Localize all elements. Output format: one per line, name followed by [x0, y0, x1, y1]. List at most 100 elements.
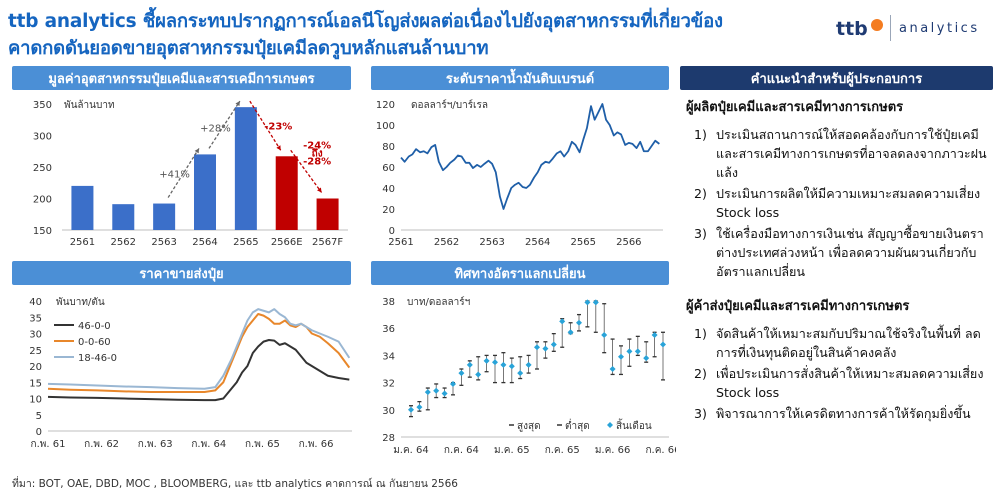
y-axis-label: บาท/ดอลลาร์ฯ	[407, 296, 470, 308]
rec-group1-item-number: 3)	[694, 226, 707, 241]
bar-2565	[234, 107, 257, 230]
legend-label: ต่ำสุด	[565, 418, 590, 432]
x-tick-label: ก.พ. 62	[84, 439, 119, 450]
y-tick-label: 250	[33, 163, 52, 174]
month-end-marker	[517, 370, 524, 377]
month-end-marker	[483, 357, 490, 364]
x-tick-label: ก.พ. 66	[299, 439, 334, 450]
month-end-marker	[634, 348, 641, 355]
y-tick-label: 36	[382, 324, 395, 335]
rec-group1-item-text: ใช้เครื่องมือทางการเงินเช่น สัญญาซื้อขาย…	[716, 226, 984, 279]
fertilizer-price-line-chart: 0 5 10 15 20 25 30 35 40 พันบาท/ตันก.พ. 61 ก.พ. 62…	[29, 297, 352, 450]
fertilizer-chart-header: ราคาขายส่งปุ๋ย	[12, 261, 351, 285]
y-tick-label: 40	[29, 297, 42, 308]
month-end-marker	[592, 299, 599, 306]
x-tick-label: 2566E	[271, 237, 303, 248]
rec-group2-item-text: จัดสินค้าให้เหมาะสมกับปริมาณใช้จริงในพื้…	[716, 326, 981, 360]
ttb-logo-icon: ttb	[836, 18, 883, 40]
month-end-marker	[651, 332, 658, 338]
x-tick-label: 2564	[192, 237, 217, 248]
y-axis-label: พันล้านบาท	[64, 99, 115, 111]
month-end-marker	[567, 329, 574, 336]
y-tick-label: 10	[29, 395, 42, 406]
month-end-marker	[441, 390, 448, 397]
month-end-marker	[416, 404, 423, 411]
y-tick-label: 0	[389, 226, 395, 237]
y-tick-label: 120	[376, 100, 395, 111]
month-end-marker	[534, 344, 540, 351]
bar-chart-header: มูลค่าอุตสาหกรรมปุ๋ยเคมีและสารเคมีการเกษ…	[12, 66, 351, 90]
month-end-marker	[601, 332, 608, 338]
decline-arrow-2566E-2567F	[290, 149, 323, 193]
y-tick-label: 15	[29, 378, 42, 389]
fx-chart-header: ทิศทางอัตราแลกเปลี่ยน	[371, 261, 669, 285]
x-tick-label: ม.ค. 64	[393, 445, 429, 456]
rec-group2-item-number: 1)	[694, 326, 707, 341]
month-end-marker	[475, 371, 482, 378]
month-end-marker	[643, 355, 650, 362]
month-end-marker	[584, 299, 591, 306]
month-end-marker	[559, 318, 566, 325]
y-axis-label: ดอลลาร์ฯ/บาร์เรล	[411, 99, 488, 111]
x-tick-label: 2563	[151, 237, 176, 248]
month-end-marker	[433, 387, 440, 394]
growth-arrow-2564-2565-head	[235, 101, 240, 107]
series-line-18-46-0	[47, 308, 351, 390]
decline-arrow-2566E-2567F-head	[317, 187, 322, 193]
rec-group2-item-3: 3) พิจารณาการให้เครดิตทางการค้าให้รัดกุมย…	[686, 404, 996, 423]
legend-label: 46-0-0	[78, 321, 111, 332]
bar-2567F	[316, 198, 339, 230]
growth-annotation: -24%	[303, 140, 331, 151]
month-end-marker	[525, 361, 532, 368]
month-end-marker	[618, 353, 624, 360]
month-end-marker	[500, 361, 507, 368]
legend-label: 18-46-0	[78, 353, 117, 364]
bar-2563	[153, 203, 176, 230]
x-tick-label: ก.ค. 65	[545, 445, 580, 456]
month-end-marker	[458, 370, 465, 377]
brent-oil-line-chart: 0 20 40 60 80 100 120 ดอลลาร์ฯ/บาร์เรล 2561 2562 2…	[376, 99, 663, 248]
y-tick-label: 150	[33, 226, 52, 237]
month-end-marker	[424, 389, 431, 396]
month-end-marker	[466, 361, 473, 368]
x-tick-label: ก.ค. 64	[444, 445, 479, 456]
y-tick-label: 34	[382, 351, 395, 362]
y-tick-label: 60	[382, 163, 395, 174]
x-tick-label: ก.พ. 64	[191, 439, 226, 450]
fertilizer-value-bar-chart: 150 200 250 300 350 พันล้านบาท 2561 2562 2563 256…	[33, 99, 348, 248]
rec-group1-item-2: 2) ประเมินการผลิตให้มีความเหมาะสมลดความเส…	[686, 184, 996, 222]
x-tick-label: ม.ค. 65	[494, 445, 530, 456]
rec-group1-list: 1) ประเมินสถานการณ์ให้สอดคล้องกับการใช้ปุ…	[686, 125, 996, 281]
rec-group1-item-1: 1) ประเมินสถานการณ์ให้สอดคล้องกับการใช้ปุ…	[686, 125, 996, 182]
growth-arrow-2563-2564-head	[194, 148, 199, 154]
rec-group2-item-text: พิจารณาการให้เครดิตทางการค้าให้รัดกุมยิ่…	[716, 406, 971, 421]
x-tick-label: ก.พ. 63	[138, 439, 173, 450]
growth-annotation: -23%	[264, 121, 292, 132]
source-note: ที่มา: BOT, OAE, DBD, MOC , BLOOMBERG, แ…	[12, 478, 458, 490]
y-tick-label: 38	[382, 297, 395, 308]
rec-group2-item-number: 2)	[694, 366, 707, 381]
bar-2566E	[275, 156, 298, 230]
y-tick-label: 300	[33, 132, 52, 143]
rec-group2-list: 1) จัดสินค้าให้เหมาะสมกับปริมาณใช้จริงในพ…	[686, 324, 996, 423]
x-tick-label: 2566	[616, 237, 641, 248]
month-end-marker	[660, 341, 666, 348]
rec-group2-item-2: 2) เพื่อประเมินการสั่งสินค้าให้เหมาะสมลดค…	[686, 364, 996, 402]
y-tick-label: 32	[382, 379, 395, 390]
x-tick-label: 2565	[571, 237, 596, 248]
x-tick-label: 2567F	[312, 237, 343, 248]
legend-label: 0-0-60	[78, 337, 111, 348]
x-tick-label: ก.พ. 65	[245, 439, 280, 450]
decline-arrow-2565-2566E-head	[276, 145, 281, 151]
x-tick-label: 2562	[111, 237, 136, 248]
x-tick-label: 2564	[525, 237, 550, 248]
month-end-marker	[508, 363, 515, 370]
rec-group1-item-number: 2)	[694, 186, 707, 201]
growth-annotation: +28%	[200, 123, 231, 134]
legend-month-end-symbol	[607, 422, 613, 428]
exchange-rate-chart: 28 30 32 34 36 38 บาท/ดอลลาร์ฯม.ค. 64 ม.ค. 65 ม.…	[382, 296, 676, 456]
y-tick-label: 28	[382, 433, 395, 444]
bar-2562	[112, 204, 135, 230]
x-tick-label: ก.ค. 66	[645, 445, 676, 456]
y-tick-label: 200	[33, 195, 52, 206]
